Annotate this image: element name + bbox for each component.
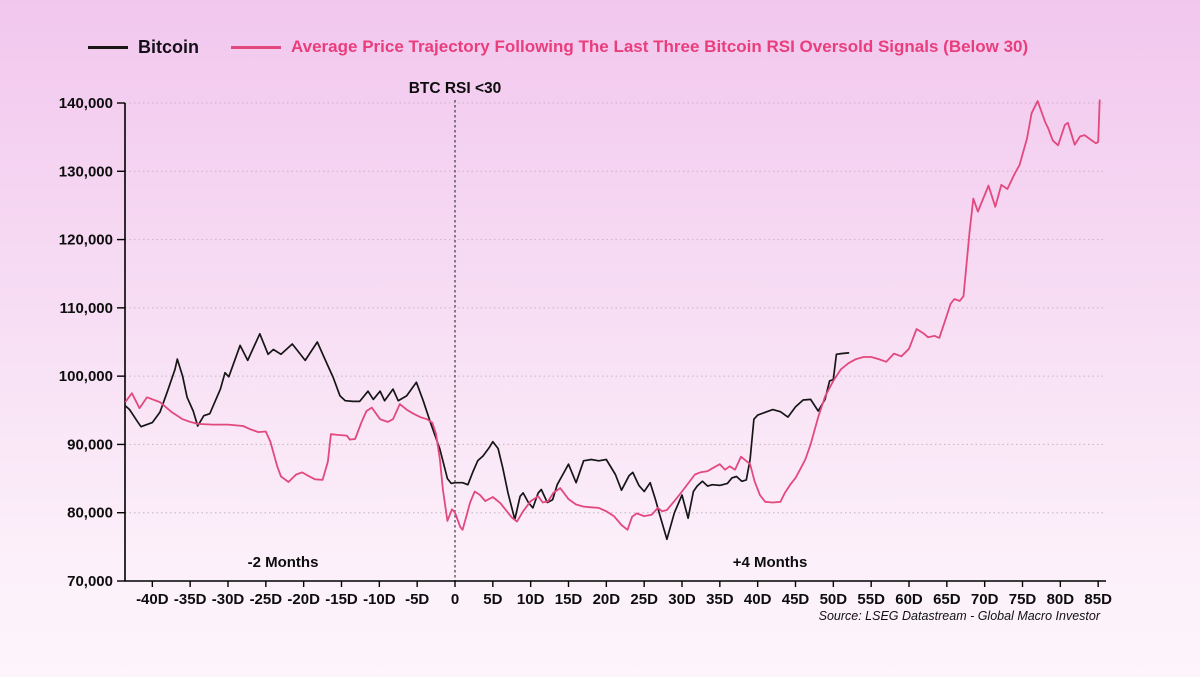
y-tick-label: 140,000	[59, 95, 113, 112]
x-tick-label: 5D	[483, 591, 502, 608]
rsi-event-label: BTC RSI <30	[408, 80, 502, 97]
y-tick-label: 100,000	[59, 368, 113, 385]
x-tick-label: 15D	[555, 591, 583, 608]
x-tick-label: -30D	[212, 591, 245, 608]
average-legend-line-icon	[231, 45, 281, 49]
x-tick-label: 35D	[706, 591, 734, 608]
x-tick-label: 0	[451, 591, 459, 608]
bitcoin-line-series	[124, 332, 850, 541]
x-tick-label: 55D	[857, 591, 885, 608]
legend: Bitcoin Average Price Trajectory Followi…	[88, 36, 1028, 58]
x-tick-label: -25D	[250, 591, 283, 608]
x-tick-label: 60D	[895, 591, 923, 608]
y-tick-label: 70,000	[67, 573, 113, 590]
y-tick-label: 130,000	[59, 163, 113, 180]
x-tick-label: 85D	[1084, 591, 1112, 608]
source-attribution: Source: LSEG Datastream - Global Macro I…	[818, 609, 1100, 623]
axis-lines	[124, 103, 1106, 582]
x-tick-label: 40D	[744, 591, 772, 608]
y-tick-label: 120,000	[59, 232, 113, 249]
x-tick-label: 75D	[1009, 591, 1037, 608]
bitcoin-legend-label: Bitcoin	[138, 36, 199, 57]
plus-four-months-label: +4 Months	[732, 554, 808, 571]
average-trajectory-line-series	[124, 99, 1101, 531]
x-tick-label: 45D	[782, 591, 810, 608]
x-tick-label: -40D	[136, 591, 169, 608]
y-tick-label: 90,000	[67, 436, 113, 453]
x-tick-label: 25D	[630, 591, 658, 608]
x-tick-label: 50D	[820, 591, 848, 608]
x-tick-label: -35D	[174, 591, 207, 608]
y-tick-label: 110,000	[60, 300, 113, 317]
x-tick-label: -5D	[405, 591, 429, 608]
x-tick-label: -10D	[363, 591, 396, 608]
x-tick-label: -20D	[287, 591, 320, 608]
x-tick-label: 30D	[668, 591, 696, 608]
minus-two-months-label: -2 Months	[247, 554, 319, 571]
x-tick-label: -15D	[325, 591, 358, 608]
x-tick-label: 20D	[593, 591, 621, 608]
x-tick-label: 70D	[971, 591, 999, 608]
x-tick-label: 80D	[1047, 591, 1075, 608]
average-legend-label: Average Price Trajectory Following The L…	[291, 37, 1029, 56]
x-tick-label: 10D	[517, 591, 545, 608]
y-tick-label: 80,000	[67, 505, 113, 522]
bitcoin-legend-line-icon	[88, 45, 128, 49]
x-tick-label: 65D	[933, 591, 961, 608]
